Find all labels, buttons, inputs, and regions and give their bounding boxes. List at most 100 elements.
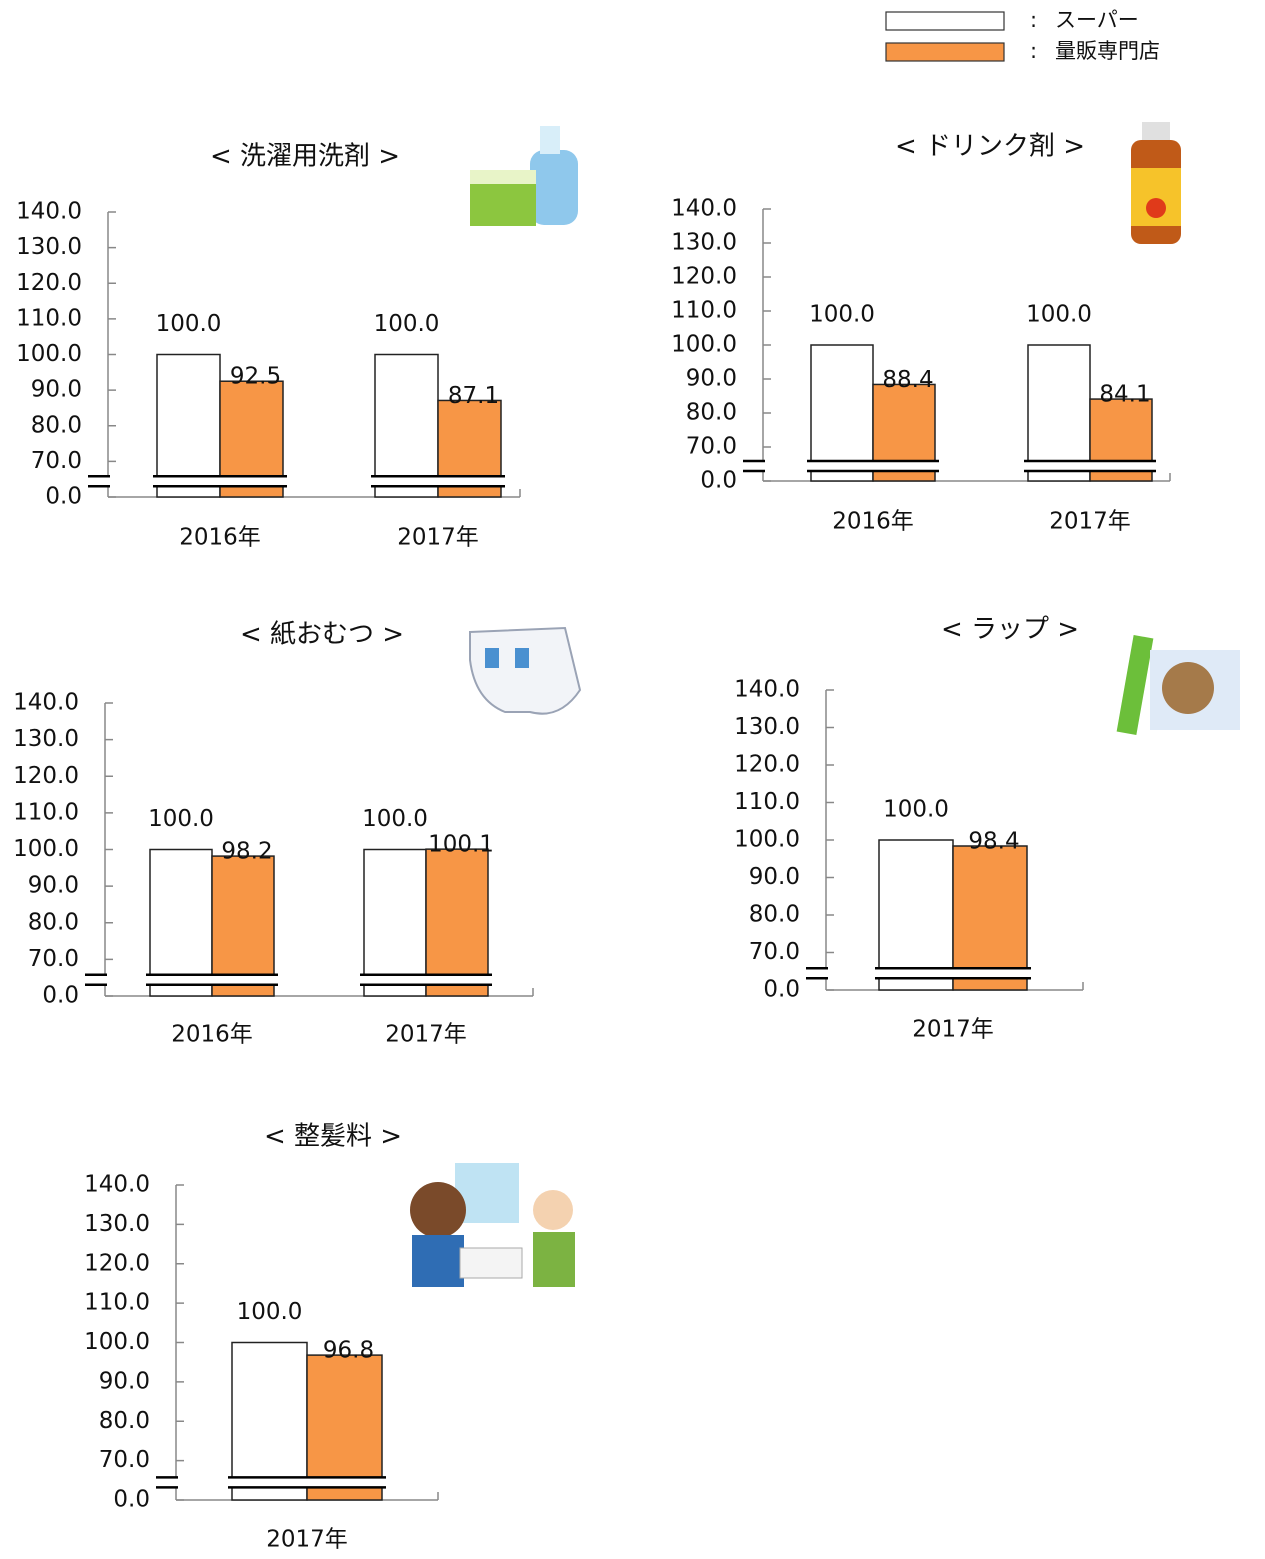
- y-tick-label: 70.0: [99, 1447, 150, 1473]
- y-tick-label: 0.0: [763, 977, 800, 1003]
- y-tick-label: 70.0: [28, 946, 79, 972]
- y-tick-label: 130.0: [16, 234, 82, 260]
- y-tick-label: 140.0: [671, 196, 737, 222]
- y-tick-label: 70.0: [31, 448, 82, 474]
- bar: [878, 839, 954, 991]
- y-tick-label: 90.0: [99, 1368, 150, 1394]
- y-tick-label: 140.0: [734, 677, 800, 703]
- bar: [374, 353, 439, 498]
- value-label: 98.4: [968, 829, 1019, 855]
- y-tick-label: 120.0: [671, 264, 737, 290]
- y-tick-label: 100.0: [84, 1329, 150, 1355]
- chart: < 洗濯用洗剤 > 0.0 70.0 80.0 90.0 100.0 110.0 120.0 1…: [16, 142, 521, 551]
- x-tick-label: 2016年: [832, 509, 914, 535]
- axis-break: [875, 968, 1031, 979]
- axis-break: [749, 461, 777, 471]
- y-tick-label: 110.0: [13, 799, 79, 825]
- x-tick-label: 2016年: [171, 1022, 253, 1048]
- value-label: 100.0: [883, 797, 949, 823]
- axis-break: [371, 476, 505, 487]
- y-tick-label: 130.0: [84, 1211, 150, 1237]
- chart: < 紙おむつ > 0.0 70.0 80.0 90.0 100.0 110.0 120.0 13…: [13, 620, 534, 1048]
- y-tick-label: 140.0: [84, 1172, 150, 1198]
- chart: < ドリンク剤 > 0.0 70.0 80.0 90.0 100.0 110.0 120.0 1…: [671, 132, 1171, 535]
- axis-break: [807, 461, 939, 471]
- y-tick-label: 70.0: [686, 434, 737, 460]
- chart: < ラップ > 0.0 70.0 80.0 90.0 100.0 110.0 120.0 130…: [734, 615, 1084, 1043]
- y-tick-label: 100.0: [16, 341, 82, 367]
- value-label: 100.0: [809, 302, 875, 328]
- chart-title: < ドリンク剤 >: [895, 132, 1085, 162]
- icon-hair: [410, 1163, 575, 1287]
- y-tick-label: 130.0: [671, 230, 737, 256]
- chart-title: < ラップ >: [941, 615, 1079, 645]
- y-tick-label: 110.0: [734, 789, 800, 815]
- value-label: 100.1: [428, 832, 494, 858]
- legend-colon: :: [1030, 8, 1037, 32]
- y-tick-label: 100.0: [734, 827, 800, 853]
- icon-drink: [1131, 122, 1181, 244]
- y-tick-label: 0.0: [42, 983, 79, 1009]
- y-tick-label: 90.0: [749, 864, 800, 890]
- value-label: 88.4: [882, 367, 933, 393]
- x-tick-label: 2016年: [179, 525, 261, 551]
- value-label: 100.0: [148, 806, 214, 832]
- value-label: 100.0: [237, 1299, 303, 1325]
- value-label: 87.1: [448, 383, 499, 409]
- y-tick-label: 80.0: [99, 1408, 150, 1434]
- legend-swatch: [885, 42, 1005, 62]
- x-tick-label: 2017年: [266, 1527, 348, 1553]
- value-label: 100.0: [374, 311, 440, 337]
- legend-colon: :: [1030, 39, 1037, 63]
- y-tick-label: 120.0: [13, 763, 79, 789]
- y-tick-label: 110.0: [84, 1290, 150, 1316]
- y-tick-label: 140.0: [13, 690, 79, 716]
- y-tick-label: 120.0: [734, 752, 800, 778]
- y-tick-label: 80.0: [28, 909, 79, 935]
- y-tick-label: 110.0: [671, 298, 737, 324]
- axis-break: [146, 974, 278, 985]
- axis-break: [360, 974, 492, 985]
- y-tick-label: 100.0: [671, 332, 737, 358]
- y-tick-label: 80.0: [686, 400, 737, 426]
- value-label: 100.0: [156, 311, 222, 337]
- axis-break: [153, 476, 287, 487]
- legend-label: 量販専門店: [1055, 39, 1160, 63]
- bar: [810, 344, 874, 482]
- y-tick-label: 140.0: [16, 199, 82, 225]
- chart-title: < 洗濯用洗剤 >: [210, 142, 400, 172]
- chart-title: < 紙おむつ >: [240, 620, 404, 650]
- y-tick-label: 70.0: [749, 939, 800, 965]
- bar: [306, 1354, 383, 1501]
- bar: [952, 845, 1028, 991]
- y-tick-label: 0.0: [113, 1487, 150, 1513]
- chart-title: < 整髪料 >: [264, 1122, 402, 1152]
- y-tick-label: 100.0: [13, 836, 79, 862]
- axis-break: [1024, 461, 1156, 471]
- y-tick-label: 120.0: [84, 1250, 150, 1276]
- y-tick-label: 120.0: [16, 270, 82, 296]
- x-tick-label: 2017年: [385, 1022, 467, 1048]
- value-label: 84.1: [1099, 382, 1150, 408]
- legend-swatch: [885, 11, 1005, 31]
- value-label: 100.0: [1026, 302, 1092, 328]
- x-tick-label: 2017年: [397, 525, 479, 551]
- value-label: 98.2: [221, 839, 272, 865]
- y-tick-label: 110.0: [16, 305, 82, 331]
- icon-wrap: [1116, 635, 1240, 735]
- bar: [211, 855, 275, 997]
- y-tick-label: 90.0: [28, 873, 79, 899]
- y-tick-label: 0.0: [45, 484, 82, 510]
- y-tick-label: 130.0: [13, 726, 79, 752]
- y-tick-label: 0.0: [700, 468, 737, 494]
- value-label: 96.8: [323, 1338, 374, 1364]
- bar: [1027, 344, 1091, 482]
- y-tick-label: 90.0: [31, 377, 82, 403]
- y-tick-label: 90.0: [686, 366, 737, 392]
- x-tick-label: 2017年: [1049, 509, 1131, 535]
- bar: [363, 848, 427, 997]
- axis-break: [91, 974, 119, 985]
- axis-break: [94, 476, 122, 487]
- bar: [425, 848, 489, 997]
